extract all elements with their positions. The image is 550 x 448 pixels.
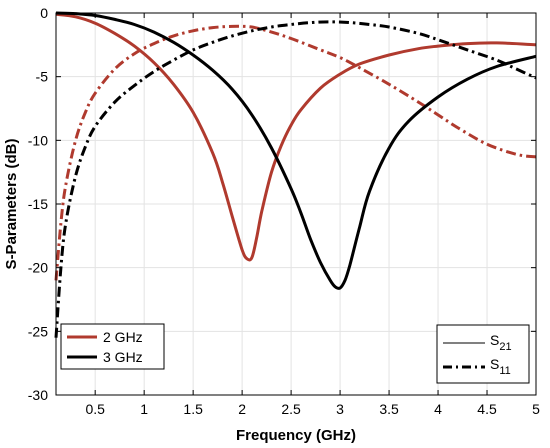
series-line-2ghz-s21 [55,12,537,262]
legend-params: S21 S11 [436,324,530,384]
tick-layer: 0.5 1 1.5 2 2.5 3 3.5 4 4.5 5 0 -5 -10 -15 -20 -25 -30 [28,5,540,417]
legend-series-label-1: 3 GHz [103,349,143,365]
series-line-2ghz-s11 [54,24,537,281]
legend-params-label-1: S11 [490,356,511,377]
x-axis-label: Frequency (GHz) [236,427,356,444]
x-tick-label-1: 1 [140,401,148,417]
x-tick-label-5: 3 [336,401,344,417]
y-tick-label-1: -5 [36,69,49,85]
legend-params-box [436,324,530,384]
y-tick-label-5: -25 [28,323,48,339]
x-tick-label-7: 4 [434,401,442,417]
y-tick-label-3: -15 [28,196,48,212]
series-layer [54,11,537,338]
y-tick-label-0: 0 [40,5,48,21]
x-tick-label-3: 2 [238,401,246,417]
y-tick-label-6: -30 [28,387,48,403]
legend-params-label-0: S21 [490,332,512,353]
y-tick-label-2: -10 [28,132,48,148]
x-tick-label-2: 1.5 [183,401,203,417]
legend-series-label-0: 2 GHz [103,329,143,345]
y-tick-label-4: -20 [28,260,48,276]
x-tick-label-9: 5 [532,401,540,417]
x-tick-label-0: 0.5 [85,401,105,417]
series-line-3ghz-s11 [54,20,537,338]
legend-series-box [60,323,165,370]
x-tick-label-8: 4.5 [477,401,497,417]
y-axis-label: S-Parameters (dB) [3,139,20,270]
x-tick-label-4: 2.5 [281,401,301,417]
series-line-3ghz-s21 [55,11,537,290]
x-tick-label-6: 3.5 [379,401,399,417]
legend-series: 2 GHz 3 GHz [60,323,165,370]
